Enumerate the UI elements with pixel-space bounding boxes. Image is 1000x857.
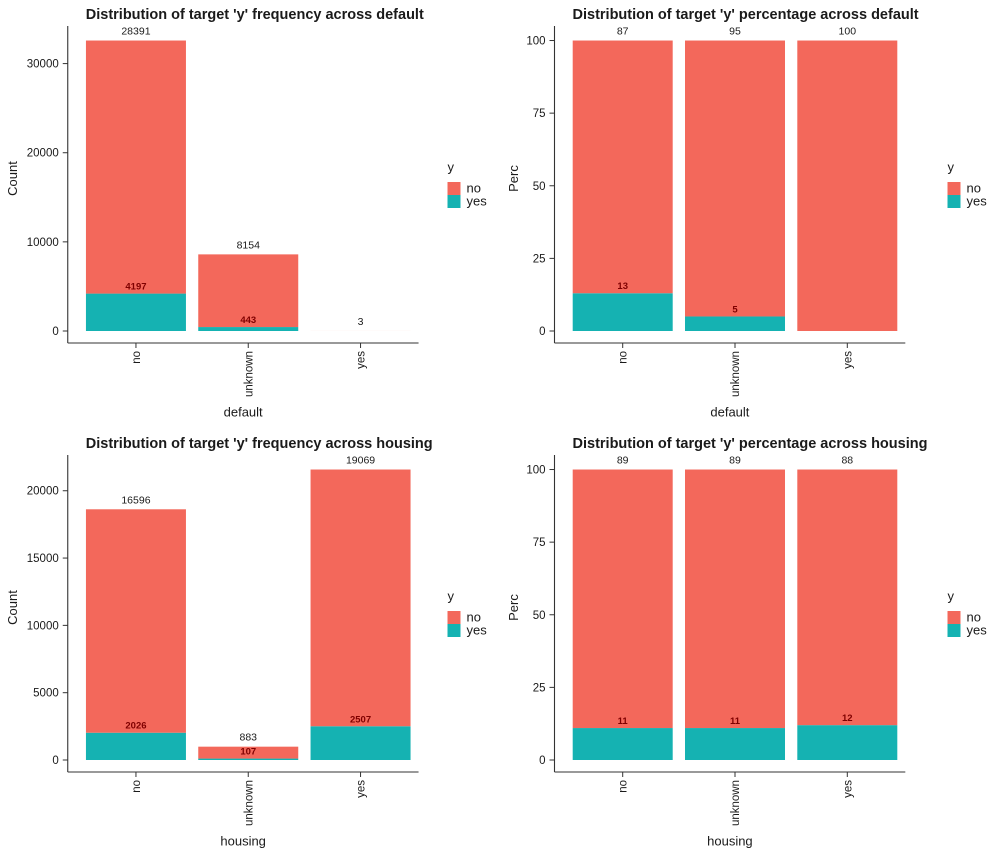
- svg-text:2507: 2507: [350, 714, 371, 725]
- svg-text:100: 100: [526, 36, 545, 48]
- svg-text:yes: yes: [842, 351, 854, 369]
- svg-text:housing: housing: [220, 833, 266, 848]
- svg-text:30000: 30000: [27, 59, 59, 71]
- svg-text:4197: 4197: [125, 282, 146, 293]
- svg-text:5000: 5000: [33, 687, 59, 699]
- svg-text:87: 87: [617, 26, 629, 38]
- svg-text:Distribution of target 'y' fr: Distribution of target 'y' frequency acr…: [86, 436, 433, 452]
- svg-text:25: 25: [533, 682, 546, 694]
- svg-text:19069: 19069: [346, 454, 375, 466]
- svg-text:yes: yes: [967, 622, 988, 637]
- svg-text:no: no: [131, 351, 143, 364]
- svg-text:13: 13: [617, 281, 628, 292]
- svg-text:unknown: unknown: [730, 780, 742, 826]
- svg-text:y: y: [948, 160, 955, 175]
- svg-text:y: y: [948, 588, 955, 603]
- svg-text:yes: yes: [467, 622, 488, 637]
- svg-text:Distribution of target 'y' fr: Distribution of target 'y' frequency acr…: [86, 7, 424, 23]
- svg-text:15000: 15000: [27, 553, 59, 565]
- svg-text:no: no: [131, 780, 143, 793]
- svg-text:unknown: unknown: [243, 780, 255, 826]
- svg-text:100: 100: [839, 26, 857, 38]
- svg-text:88: 88: [841, 454, 853, 466]
- svg-text:25: 25: [533, 253, 546, 265]
- svg-text:Distribution of target 'y' per: Distribution of target 'y' percentage ac…: [573, 436, 928, 452]
- svg-text:yes: yes: [356, 779, 368, 797]
- svg-text:Count: Count: [5, 589, 20, 624]
- svg-text:default: default: [710, 405, 749, 420]
- svg-text:no: no: [618, 780, 630, 793]
- svg-text:default: default: [224, 405, 263, 420]
- svg-text:10000: 10000: [27, 237, 59, 249]
- svg-text:16596: 16596: [121, 494, 150, 506]
- svg-text:100: 100: [526, 464, 545, 476]
- svg-text:5: 5: [732, 304, 738, 315]
- svg-text:unknown: unknown: [730, 351, 742, 397]
- svg-text:89: 89: [617, 454, 629, 466]
- svg-text:housing: housing: [707, 833, 753, 848]
- svg-text:10000: 10000: [27, 620, 59, 632]
- svg-text:8154: 8154: [237, 239, 261, 251]
- svg-text:0: 0: [52, 326, 58, 338]
- svg-text:yes: yes: [467, 194, 488, 209]
- svg-text:50: 50: [533, 609, 546, 621]
- svg-text:75: 75: [533, 537, 546, 549]
- svg-text:11: 11: [618, 716, 629, 727]
- svg-text:443: 443: [240, 315, 256, 326]
- svg-text:2026: 2026: [125, 720, 146, 731]
- svg-text:28391: 28391: [121, 26, 150, 38]
- svg-text:Perc: Perc: [506, 593, 521, 620]
- svg-text:883: 883: [239, 731, 257, 743]
- svg-text:20000: 20000: [27, 485, 59, 497]
- svg-text:y: y: [448, 160, 455, 175]
- svg-text:yes: yes: [356, 351, 368, 369]
- svg-text:0: 0: [539, 755, 545, 767]
- svg-text:yes: yes: [967, 194, 988, 209]
- svg-text:50: 50: [533, 181, 546, 193]
- svg-text:Count: Count: [5, 161, 20, 196]
- svg-text:0: 0: [52, 755, 58, 767]
- svg-text:0: 0: [539, 326, 545, 338]
- svg-text:95: 95: [729, 26, 741, 38]
- svg-text:12: 12: [842, 713, 853, 724]
- svg-text:no: no: [618, 351, 630, 364]
- svg-text:y: y: [448, 588, 455, 603]
- svg-text:11: 11: [730, 716, 741, 727]
- svg-text:3: 3: [358, 316, 364, 328]
- svg-text:yes: yes: [842, 779, 854, 797]
- svg-text:20000: 20000: [27, 148, 59, 160]
- svg-text:107: 107: [240, 746, 256, 757]
- svg-text:89: 89: [729, 454, 741, 466]
- svg-text:Perc: Perc: [506, 165, 521, 192]
- svg-text:Distribution of target 'y' per: Distribution of target 'y' percentage ac…: [573, 7, 919, 23]
- svg-text:unknown: unknown: [243, 351, 255, 397]
- svg-text:75: 75: [533, 108, 546, 120]
